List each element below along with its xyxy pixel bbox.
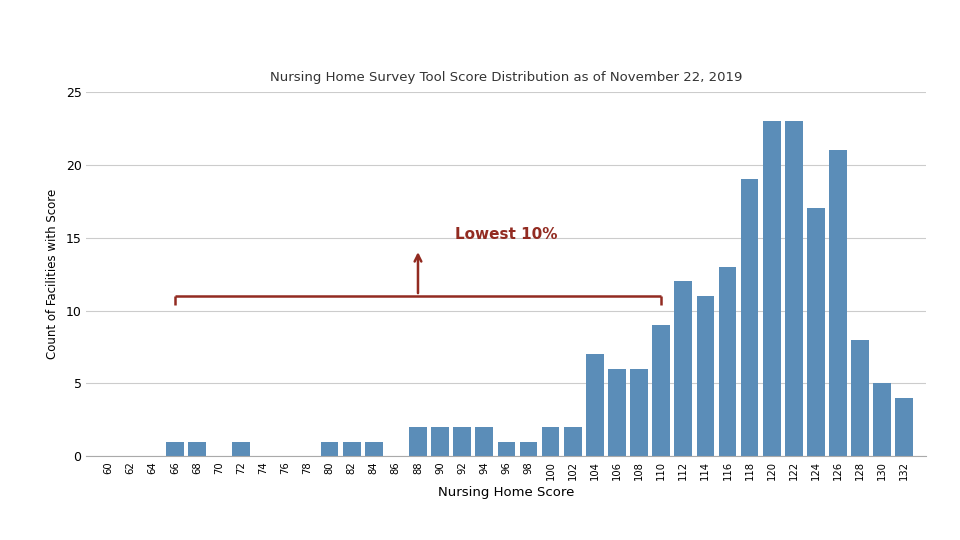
Bar	[232, 442, 250, 456]
Bar	[409, 427, 427, 456]
Bar	[166, 442, 183, 456]
Bar	[586, 354, 604, 456]
Bar	[763, 121, 780, 456]
Bar	[896, 398, 913, 456]
Bar	[719, 267, 736, 456]
Y-axis label: Count of Facilities with Score: Count of Facilities with Score	[46, 189, 59, 359]
Bar	[674, 281, 692, 456]
Bar	[785, 121, 803, 456]
Text: Massachusetts Department of Public Health    mass.gov/dph: Massachusetts Department of Public Healt…	[19, 517, 334, 528]
Text: NHSPT: All Facility Score Distribution: NHSPT: All Facility Score Distribution	[24, 25, 635, 52]
Bar	[741, 179, 758, 456]
Bar	[475, 427, 493, 456]
Bar	[807, 208, 825, 456]
Bar	[608, 369, 626, 456]
Bar	[874, 383, 891, 456]
Bar	[453, 427, 471, 456]
Bar	[188, 442, 205, 456]
Bar	[697, 296, 714, 456]
Title: Nursing Home Survey Tool Score Distribution as of November 22, 2019: Nursing Home Survey Tool Score Distribut…	[270, 71, 743, 84]
Bar	[365, 442, 383, 456]
Bar	[564, 427, 582, 456]
Text: 10: 10	[924, 516, 941, 529]
Bar	[829, 150, 847, 456]
Bar	[852, 340, 869, 456]
Bar	[343, 442, 361, 456]
Bar	[519, 442, 538, 456]
X-axis label: Nursing Home Score: Nursing Home Score	[438, 486, 575, 499]
Bar	[321, 442, 339, 456]
Bar	[541, 427, 560, 456]
Bar	[431, 427, 449, 456]
Text: Lowest 10%: Lowest 10%	[455, 227, 558, 242]
Bar	[630, 369, 648, 456]
Bar	[497, 442, 516, 456]
Bar	[652, 325, 670, 456]
